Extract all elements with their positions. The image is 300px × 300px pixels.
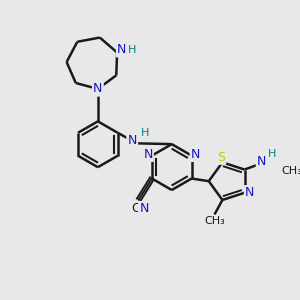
Text: N: N — [128, 134, 137, 147]
Text: H: H — [141, 128, 150, 138]
Text: N: N — [257, 155, 266, 168]
Text: CH₃: CH₃ — [281, 166, 300, 176]
Text: S: S — [217, 151, 225, 164]
Text: N: N — [93, 82, 103, 95]
Text: C: C — [132, 202, 140, 215]
Text: CH₃: CH₃ — [204, 216, 225, 226]
Text: methyl: methyl — [213, 218, 218, 220]
Text: N: N — [117, 43, 127, 56]
Text: H: H — [268, 149, 276, 159]
Text: N: N — [191, 148, 200, 161]
Text: N: N — [143, 148, 153, 161]
Text: N: N — [139, 202, 149, 215]
Text: H: H — [128, 45, 136, 55]
Text: N: N — [245, 186, 254, 199]
